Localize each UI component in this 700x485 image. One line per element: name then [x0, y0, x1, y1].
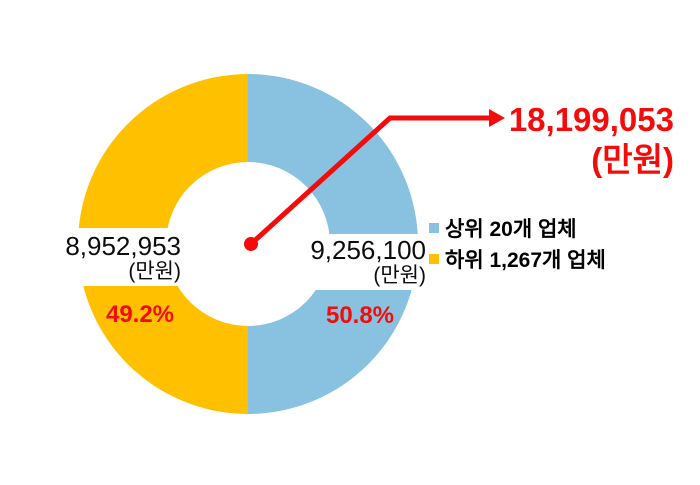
legend-item-top20: 상위 20개 업체	[429, 212, 606, 243]
chart-legend: 상위 20개 업체 하위 1,267개 업체	[429, 212, 606, 274]
right-segment-percent: 50.8%	[325, 302, 395, 329]
right-segment-unit: (만원)	[373, 264, 426, 287]
left-segment-unit: (만원)	[128, 260, 181, 283]
total-callout-value: 18,199,053	[508, 101, 674, 138]
left-segment-label-group: 8,952,953 (만원)	[55, 230, 183, 286]
callout-arrow-line	[249, 115, 492, 246]
legend-swatch-orange-icon	[429, 253, 439, 264]
legend-label-bottom1267: 하위 1,267개 업체	[445, 248, 606, 272]
legend-item-bottom1267: 하위 1,267개 업체	[429, 243, 606, 274]
right-segment-value: 9,256,100	[310, 235, 426, 265]
left-segment-percent: 49.2%	[105, 301, 175, 328]
legend-label-top20: 상위 20개 업체	[445, 217, 577, 241]
total-callout-label-group: 18,199,053 (만원)	[509, 100, 674, 180]
total-callout-unit: (만원)	[591, 141, 674, 178]
left-segment-value: 8,952,953	[65, 231, 181, 261]
callout-arrow-head	[489, 109, 505, 127]
right-segment-label-group: 9,256,100 (만원)	[300, 234, 428, 290]
legend-swatch-blue-icon	[429, 222, 439, 233]
